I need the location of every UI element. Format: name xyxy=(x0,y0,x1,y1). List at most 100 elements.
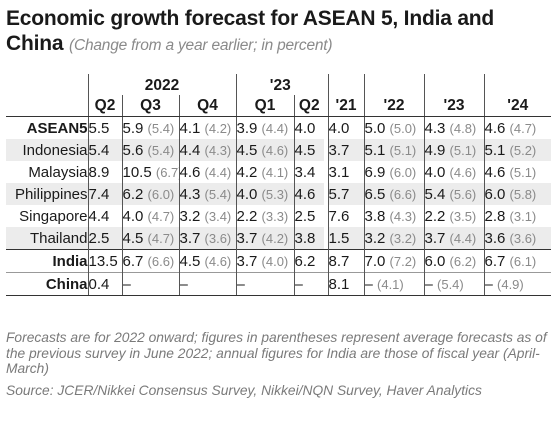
value-cell: 7.6 xyxy=(327,205,364,227)
gap-cell xyxy=(324,139,328,161)
forecast-value: 8.7 xyxy=(328,252,350,270)
forecast-value: 8.9 xyxy=(88,163,110,181)
row-label: China xyxy=(6,272,88,296)
forecast-value: 4.2 xyxy=(236,163,258,181)
previous-forecast: (5.1) xyxy=(509,164,537,180)
gap-cell xyxy=(324,161,328,183)
forecast-value: 3.8 xyxy=(364,207,386,225)
forecast-value: – xyxy=(122,275,131,293)
value-cell: 7.4 xyxy=(87,183,122,205)
forecast-value: 3.2 xyxy=(179,207,201,225)
year-header-2022: 2022 xyxy=(87,74,236,95)
value-cell: 3.2 (3.4) xyxy=(178,205,236,227)
col-header: '23 xyxy=(423,95,484,117)
gap-cell xyxy=(324,205,328,227)
value-cell: – (4.9) xyxy=(483,272,551,296)
forecast-value: 3.7 xyxy=(179,229,201,247)
previous-forecast: (4.1) xyxy=(261,164,289,180)
forecast-value: 7.6 xyxy=(328,207,350,225)
forecast-value: 7.0 xyxy=(364,252,386,270)
table-row: India 13.5 6.7 (6.6) 4.5 (4.6) 3.7 (4.0) 6.2 8… xyxy=(6,249,551,273)
value-cell: 3.8 (4.3) xyxy=(363,205,424,227)
value-cell: 5.6 (5.4) xyxy=(121,139,179,161)
previous-forecast: (4.9) xyxy=(497,276,524,292)
previous-forecast: (6.6) xyxy=(147,253,175,269)
forecast-value: 5.1 xyxy=(484,141,506,159)
value-cell: 4.0 (4.7) xyxy=(121,205,179,227)
previous-forecast: (3.5) xyxy=(449,208,477,224)
forecast-value: 10.5 xyxy=(122,163,152,181)
col-header: Q1 xyxy=(235,95,294,117)
forecast-value: 4.9 xyxy=(424,141,446,159)
forecast-value: 2.2 xyxy=(236,207,258,225)
col-header: Q2 xyxy=(293,95,324,117)
previous-forecast: (4.8) xyxy=(449,120,477,136)
forecast-value: 5.1 xyxy=(364,141,386,159)
value-cell: 8.9 xyxy=(87,161,122,183)
forecast-value: 2.5 xyxy=(294,207,316,225)
forecast-value: 3.7 xyxy=(328,141,350,159)
forecast-value: 6.2 xyxy=(294,252,316,270)
previous-forecast: (3.1) xyxy=(509,208,537,224)
gap-cell xyxy=(324,227,328,250)
forecast-value: 3.7 xyxy=(236,252,258,270)
gap-cell xyxy=(324,272,328,296)
forecast-value: 4.5 xyxy=(294,141,316,159)
col-header: Q4 xyxy=(178,95,236,117)
table-row: ASEAN5 5.5 5.9 (5.4) 4.1 (4.2) 3.9 (4.4) 4.0 4… xyxy=(6,116,551,139)
value-cell: – xyxy=(121,272,179,296)
value-cell: 4.2 (4.1) xyxy=(235,161,294,183)
forecast-value: 5.9 xyxy=(122,119,144,137)
forecast-value: 4.6 xyxy=(484,119,506,137)
forecast-value: 3.2 xyxy=(364,229,386,247)
value-cell: – xyxy=(293,272,324,296)
value-cell: 4.9 (5.1) xyxy=(423,139,484,161)
forecast-value: 6.0 xyxy=(424,252,446,270)
previous-forecast: (3.6) xyxy=(204,230,232,246)
value-cell: 5.9 (5.4) xyxy=(121,116,179,139)
previous-forecast: (3.3) xyxy=(261,208,289,224)
forecast-value: 0.4 xyxy=(88,275,110,293)
previous-forecast: (5.4) xyxy=(147,142,175,158)
value-cell: 1.5 xyxy=(327,227,364,250)
row-label: Philippines xyxy=(6,183,88,205)
forecast-value: 6.5 xyxy=(364,185,386,203)
previous-forecast: (3.2) xyxy=(389,230,417,246)
forecast-value: 4.0 xyxy=(424,163,446,181)
value-cell: 8.7 xyxy=(327,249,364,273)
value-cell: – (4.1) xyxy=(363,272,424,296)
value-cell: 4.6 (4.7) xyxy=(483,116,551,139)
value-cell: 4.0 xyxy=(293,116,324,139)
value-cell: 4.6 (4.4) xyxy=(178,161,236,183)
value-cell: 6.0 (5.8) xyxy=(483,183,551,205)
previous-forecast: (4.0) xyxy=(261,253,289,269)
subtitle: (Change from a year earlier; in percent) xyxy=(68,37,333,54)
forecast-value: 4.5 xyxy=(122,229,144,247)
previous-forecast: (5.6) xyxy=(449,186,477,202)
value-cell: 6.5 (6.6) xyxy=(363,183,424,205)
forecast-value: 5.4 xyxy=(88,141,110,159)
forecast-value: 7.4 xyxy=(88,185,110,203)
forecast-value: 6.2 xyxy=(122,185,144,203)
value-cell: 3.9 (4.4) xyxy=(235,116,294,139)
value-cell: 3.8 xyxy=(293,227,324,250)
previous-forecast: (4.6) xyxy=(449,164,477,180)
previous-forecast: (4.4) xyxy=(261,120,289,136)
value-cell: 3.7 (4.2) xyxy=(235,227,294,250)
row-label: Malaysia xyxy=(28,163,88,181)
corner-cell xyxy=(6,74,88,95)
value-cell: 6.7 (6.1) xyxy=(483,249,551,273)
corner-cell-2 xyxy=(6,95,88,117)
value-cell: 4.4 xyxy=(87,205,122,227)
forecast-value: – xyxy=(294,275,303,293)
previous-forecast: (5.3) xyxy=(261,186,289,202)
table-row: Indonesia 5.4 5.6 (5.4) 4.4 (4.3) 4.5 (4.6) 4… xyxy=(6,139,551,161)
value-cell: 4.6 (5.1) xyxy=(483,161,551,183)
previous-forecast: (5.1) xyxy=(449,142,477,158)
year-header-23: '23 xyxy=(235,74,324,95)
row-label: ASEAN5 xyxy=(6,116,88,139)
forecast-value: 2.2 xyxy=(424,207,446,225)
source-line: Source: JCER/Nikkei Consensus Survey, Ni… xyxy=(6,383,482,398)
